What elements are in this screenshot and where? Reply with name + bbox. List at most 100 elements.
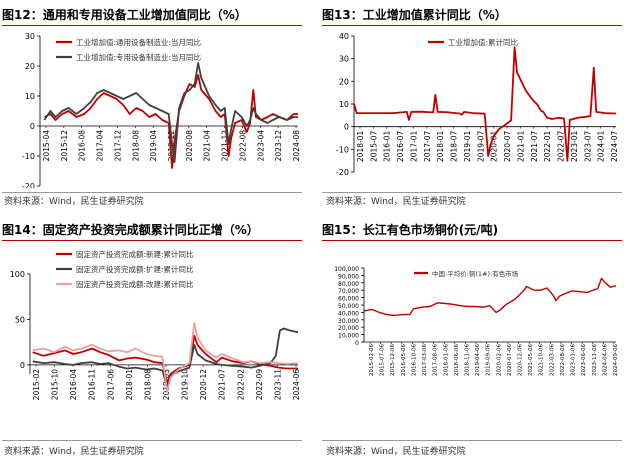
fig15-y-tick-label: 70,000 [338, 288, 359, 295]
fig14-title-rule [2, 240, 302, 241]
fig12-title-rule [2, 25, 302, 26]
fig13-x-tick-label: 2019-07 [476, 130, 485, 162]
fig15-title: 图15：长江有色市场铜价(元/吨) [322, 223, 499, 237]
fig13-x-tick-label: 2022-01 [543, 130, 552, 162]
fig15-x-tick-label: 2021-05-06 [528, 344, 534, 376]
fig15-chart: 010,00020,00030,00040,00050,00060,00070,… [334, 266, 619, 376]
fig12-y-tick-label: 30 [25, 32, 35, 41]
fig15-x-tick-label: 2020-07-06 [507, 344, 513, 376]
fig15-x-tick-label: 2024-09-06 [613, 344, 619, 376]
fig14-x-tick-label: 2015-10 [51, 369, 60, 401]
fig12-bottom-rule [2, 192, 302, 193]
fig14-x-tick-label: 2021-07 [218, 369, 227, 401]
fig13-title-rule [322, 25, 622, 26]
fig13-y-tick-label: 30 [339, 55, 349, 64]
fig15-source: 资料来源：Wind，民生证券研究院 [326, 447, 466, 457]
fig15-x-tick-label: 2023-01-06 [571, 344, 577, 376]
fig15-x-tick-label: 2022-08-06 [560, 344, 566, 376]
fig13-x-tick-label: 2016-01 [383, 130, 392, 162]
fig13-x-tick-label: 2015-07 [369, 130, 378, 162]
fig15-x-tick-label: 2019-04-06 [475, 344, 481, 376]
fig12-x-tick-label: 2015-12 [60, 130, 69, 162]
fig15-y-tick-label: 30,000 [338, 318, 359, 325]
fig13-x-tick-label: 2022-07 [557, 130, 566, 162]
fig15-x-tick-label: 2018-01-06 [443, 344, 449, 376]
fig12-y-tick-label: -10 [22, 152, 35, 161]
fig12-x-tick-label: 2021-12 [221, 130, 230, 162]
fig13-x-tick-label: 2023-01 [570, 130, 579, 162]
fig13-x-tick-label: 2016-07 [396, 130, 405, 162]
fig15-x-tick-label: 2022-03-06 [549, 344, 555, 376]
fig13-x-tick-label: 2018-07 [450, 130, 459, 162]
fig12-y-tick-label: -20 [22, 182, 35, 188]
fig15-title-rule [322, 240, 622, 241]
fig13-x-tick-label: 2017-01 [409, 130, 418, 162]
fig15-y-tick-label: 40,000 [338, 310, 359, 317]
fig14-y-tick-label: 100 [10, 270, 25, 279]
fig14-series-2-line [32, 322, 299, 394]
fig13-x-tick-label: 2017-07 [423, 130, 432, 162]
fig12-series-1-line [43, 62, 298, 163]
fig14-legend-label-2: 固定资产投资完成额:改建:累计同比 [76, 279, 194, 289]
fig13-title: 图13：工业增加值累计同比（%） [322, 8, 507, 22]
fig12-y-tick-label: 20 [25, 62, 35, 71]
fig14-title: 图14：固定资产投资完成额累计同比正增（%） [2, 223, 259, 237]
fig14-x-tick-label: 2022-09 [255, 369, 264, 401]
fig14-x-tick-label: 2017-06 [106, 369, 115, 401]
fig15-x-tick-label: 2020-12-06 [518, 344, 524, 376]
fig12-x-tick-label: 2023-12 [274, 130, 283, 162]
fig15-y-tick-label: 80,000 [338, 281, 359, 288]
fig13-y-tick-label: 0 [344, 123, 349, 132]
fig13-y-tick-label: 40 [339, 32, 349, 41]
fig15-x-tick-label: 2021-10-06 [539, 344, 545, 376]
fig13-x-tick-label: 2024-01 [597, 130, 606, 162]
fig12-x-tick-label: 2017-04 [96, 130, 105, 162]
fig13-y-tick-label: 10 [339, 100, 349, 109]
fig12-x-tick-label: 2021-04 [203, 130, 212, 162]
fig13-x-tick-label: 2018-01 [436, 130, 445, 162]
fig14-x-tick-label: 2018-08 [143, 369, 152, 401]
fig14-legend-label-0: 固定资产投资完成额:新建:累计同比 [76, 249, 194, 259]
fig13-chart: -20 -10 0 10 20 30 40 2018-01 2015-07 2016-01 2016… [336, 32, 619, 177]
fig12-title: 图12：通用和专用设备工业增加值同比（%） [2, 8, 247, 22]
fig13-series-0-line [353, 46, 617, 162]
fig15-y-tick-label: 20,000 [338, 325, 359, 332]
fig12-x-tick-label: 2020-08 [185, 130, 194, 162]
fig13-x-tick-label: 2021-01 [516, 130, 525, 162]
fig15-legend-label-0: 中国:平均价:铜(1#):有色市场 [432, 269, 519, 278]
fig12-x-tick-label: 2017-12 [113, 130, 122, 162]
fig14-x-tick-label: 2024-06 [292, 369, 301, 401]
fig13-x-tick-label: 2020-01 [490, 130, 499, 162]
fig12-x-tick-label: 2023-04 [256, 130, 265, 162]
fig15-x-tick-label: 2023-06-06 [581, 344, 587, 376]
fig12-legend-label-1: 工业增加值:专用设备制造业:当月同比 [76, 52, 202, 62]
fig15-x-tick-label: 2016-10-06 [411, 344, 417, 376]
fig12-chart: -20 -10 0 10 20 30 2015-04 2015-12 2016-08 2017-0… [22, 32, 301, 188]
fig14-bottom-rule [2, 440, 302, 441]
fig15-y-tick-label: 50,000 [338, 303, 359, 310]
fig15-y-tick-label: 60,000 [338, 296, 359, 303]
fig15-x-tick-label: 2016-05-06 [401, 344, 407, 376]
fig14-chart: 0 50 100 2015-02 2015-10 2016-04 2016-11 2017-0… [10, 249, 301, 401]
fig13-x-tick-label: 2024-07 [610, 130, 619, 162]
fig15-x-tick-label: 2020-02-06 [496, 344, 502, 376]
fig13-x-tick-label: 2019-01 [463, 130, 472, 162]
fig15-y-tick-label: 0 [355, 340, 359, 347]
fig15-x-tick-label: 2024-04-06 [602, 344, 608, 376]
fig12-legend-label-0: 工业增加值:通用设备制造业:当月同比 [76, 37, 202, 47]
fig12-series-0-line [43, 74, 298, 169]
fig13-y-tick-label: -10 [336, 145, 349, 154]
fig15-x-tick-label: 2018-11-06 [464, 344, 470, 376]
fig12-x-tick-label: 2015-04 [42, 130, 51, 162]
fig13-x-tick-label: 2020-07 [503, 130, 512, 162]
fig15-y-tick-label: 100,000 [334, 266, 359, 273]
fig13-x-tick-label: 2021-07 [530, 130, 539, 162]
fig14-x-tick-label: 2022-02 [236, 369, 245, 401]
fig12-x-tick-label: 2019-04 [149, 130, 158, 162]
fig15-x-tick-label: 2018-06-06 [454, 344, 460, 376]
fig14-x-tick-label: 2020-12 [199, 369, 208, 401]
fig15-x-tick-label: 2017-08-06 [433, 344, 439, 376]
fig13-x-tick-label: 2023-07 [583, 130, 592, 162]
fig12-x-tick-label: 2018-08 [131, 130, 140, 162]
fig15-y-tick-label: 90,000 [338, 273, 359, 280]
